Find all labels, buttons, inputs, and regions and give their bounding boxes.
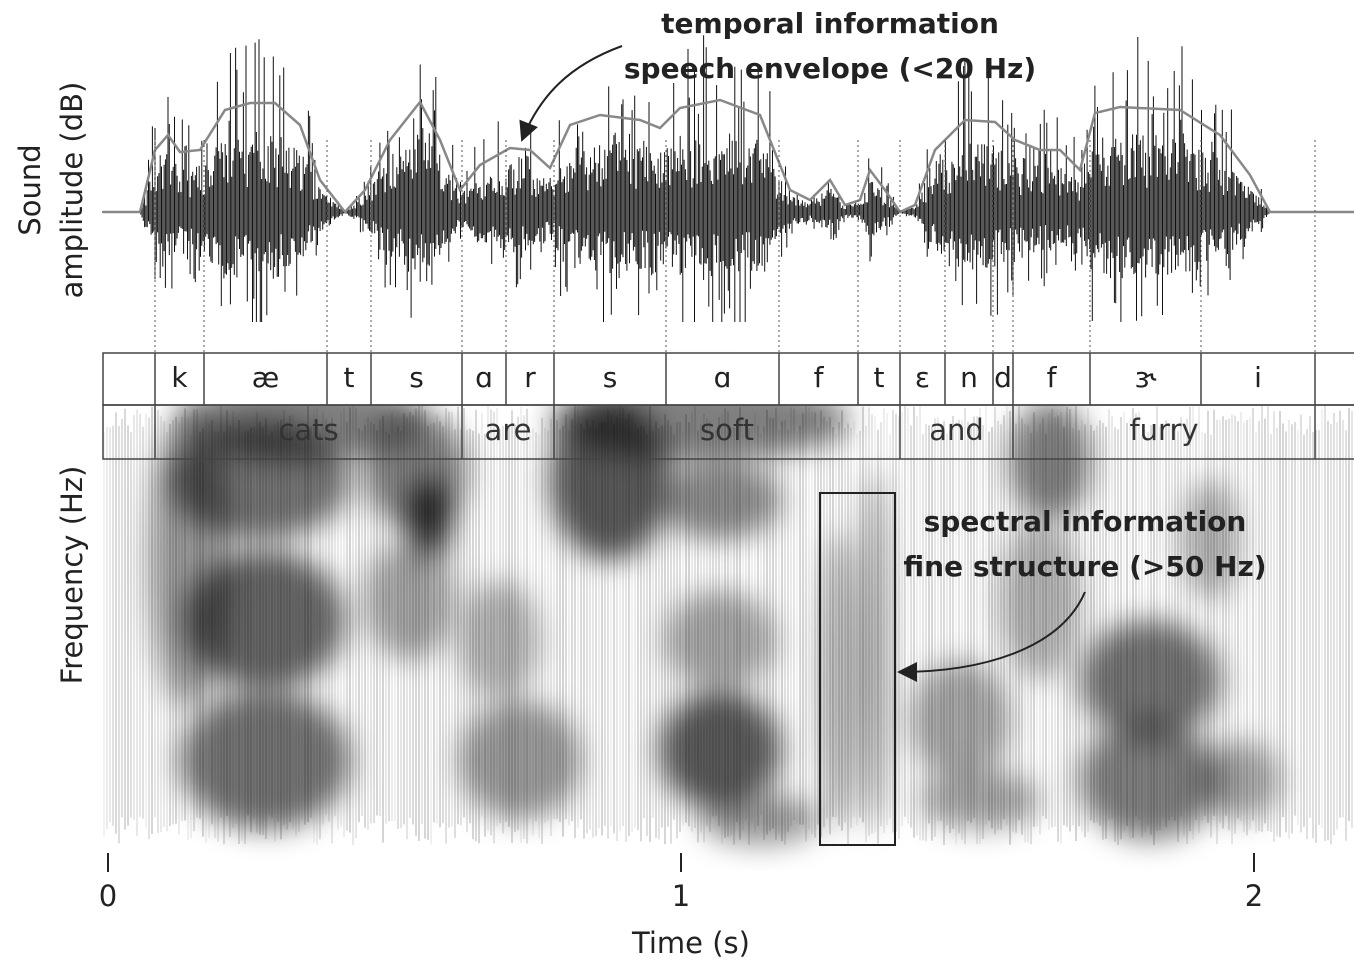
annotation: spectral information <box>924 505 1247 538</box>
phoneme: d <box>994 361 1012 394</box>
phoneme: ɛ <box>915 361 930 394</box>
spectral-energy <box>460 700 580 820</box>
tick-label: 0 <box>99 879 117 913</box>
spectral-energy <box>700 795 820 845</box>
phoneme: r <box>524 361 536 394</box>
phoneme: ɑ <box>475 361 493 394</box>
y-label: amplitude (dB) <box>55 82 89 299</box>
spectral-energy <box>660 460 780 540</box>
waveform <box>102 35 1354 322</box>
highlight-box <box>819 492 896 846</box>
spectral-energy <box>860 470 890 830</box>
annotation: fine structure (>50 Hz) <box>903 550 1266 583</box>
annotation: speech envelope (<20 Hz) <box>624 52 1036 85</box>
spectral-energy <box>1010 400 1090 520</box>
spectral-energy <box>365 540 455 660</box>
word: cats <box>278 413 338 447</box>
word: furry <box>1129 413 1198 447</box>
envelope <box>103 98 1354 214</box>
spectral-energy <box>1200 740 1280 820</box>
y-label: Sound <box>13 144 47 235</box>
word-row <box>102 404 1354 460</box>
spectral-energy <box>660 690 780 810</box>
arrow <box>519 45 623 142</box>
spectral-energy <box>920 770 1040 830</box>
word: soft <box>700 413 754 447</box>
phoneme: æ <box>252 361 280 394</box>
arrow <box>897 591 1086 682</box>
tick-label: 2 <box>1245 879 1263 913</box>
phoneme: s <box>409 361 424 394</box>
x-label: Time (s) <box>631 926 750 960</box>
spectral-energy <box>460 580 540 700</box>
spectral-energy <box>1080 620 1220 740</box>
word: are <box>485 413 532 447</box>
spectral-energy <box>665 590 775 690</box>
phoneme: ɝ <box>1135 361 1157 394</box>
phoneme: s <box>603 361 618 394</box>
annotation: temporal information <box>661 7 999 40</box>
spectrogram <box>103 380 1353 845</box>
spectral-energy <box>820 530 860 830</box>
spectral-energy <box>910 660 1010 780</box>
phoneme-row <box>102 352 1354 406</box>
spectral-energy <box>1180 480 1240 600</box>
spectral-energy <box>410 480 450 560</box>
phoneme: t <box>874 361 885 394</box>
phoneme: f <box>1047 361 1058 394</box>
phoneme: k <box>171 361 188 394</box>
phoneme: t <box>344 361 355 394</box>
spectral-energy <box>150 410 230 710</box>
phoneme: n <box>960 361 978 394</box>
y-label: Frequency (Hz) <box>55 466 89 685</box>
word: and <box>929 413 984 447</box>
tick-label: 1 <box>672 879 690 913</box>
phoneme: f <box>814 361 825 394</box>
spectral-energy <box>180 690 350 830</box>
spectral-energy <box>1080 720 1220 840</box>
phoneme: ɑ <box>714 361 732 394</box>
spectral-energy <box>1000 520 1080 680</box>
phoneme: i <box>1254 361 1262 394</box>
